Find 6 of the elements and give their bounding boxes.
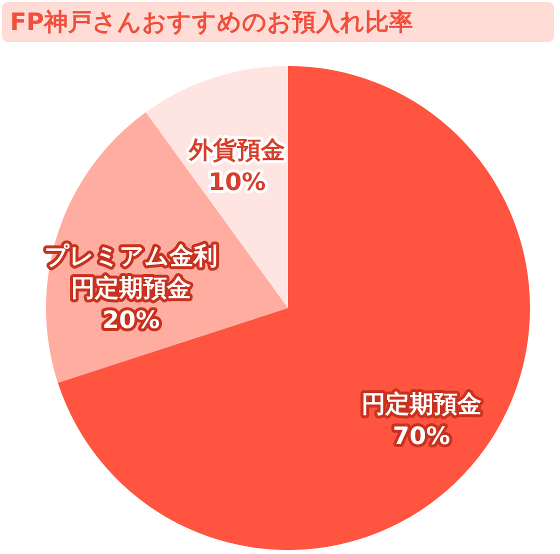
data-label: 10% xyxy=(208,168,266,196)
chart-title: FP神戸さんおすすめのお預入れ比率 xyxy=(2,2,554,42)
data-label: 20% xyxy=(102,306,160,334)
data-label: 70% xyxy=(392,422,450,450)
slice-label: 円定期預金 xyxy=(361,390,482,418)
slice-label: 外貨預金 xyxy=(188,136,286,164)
